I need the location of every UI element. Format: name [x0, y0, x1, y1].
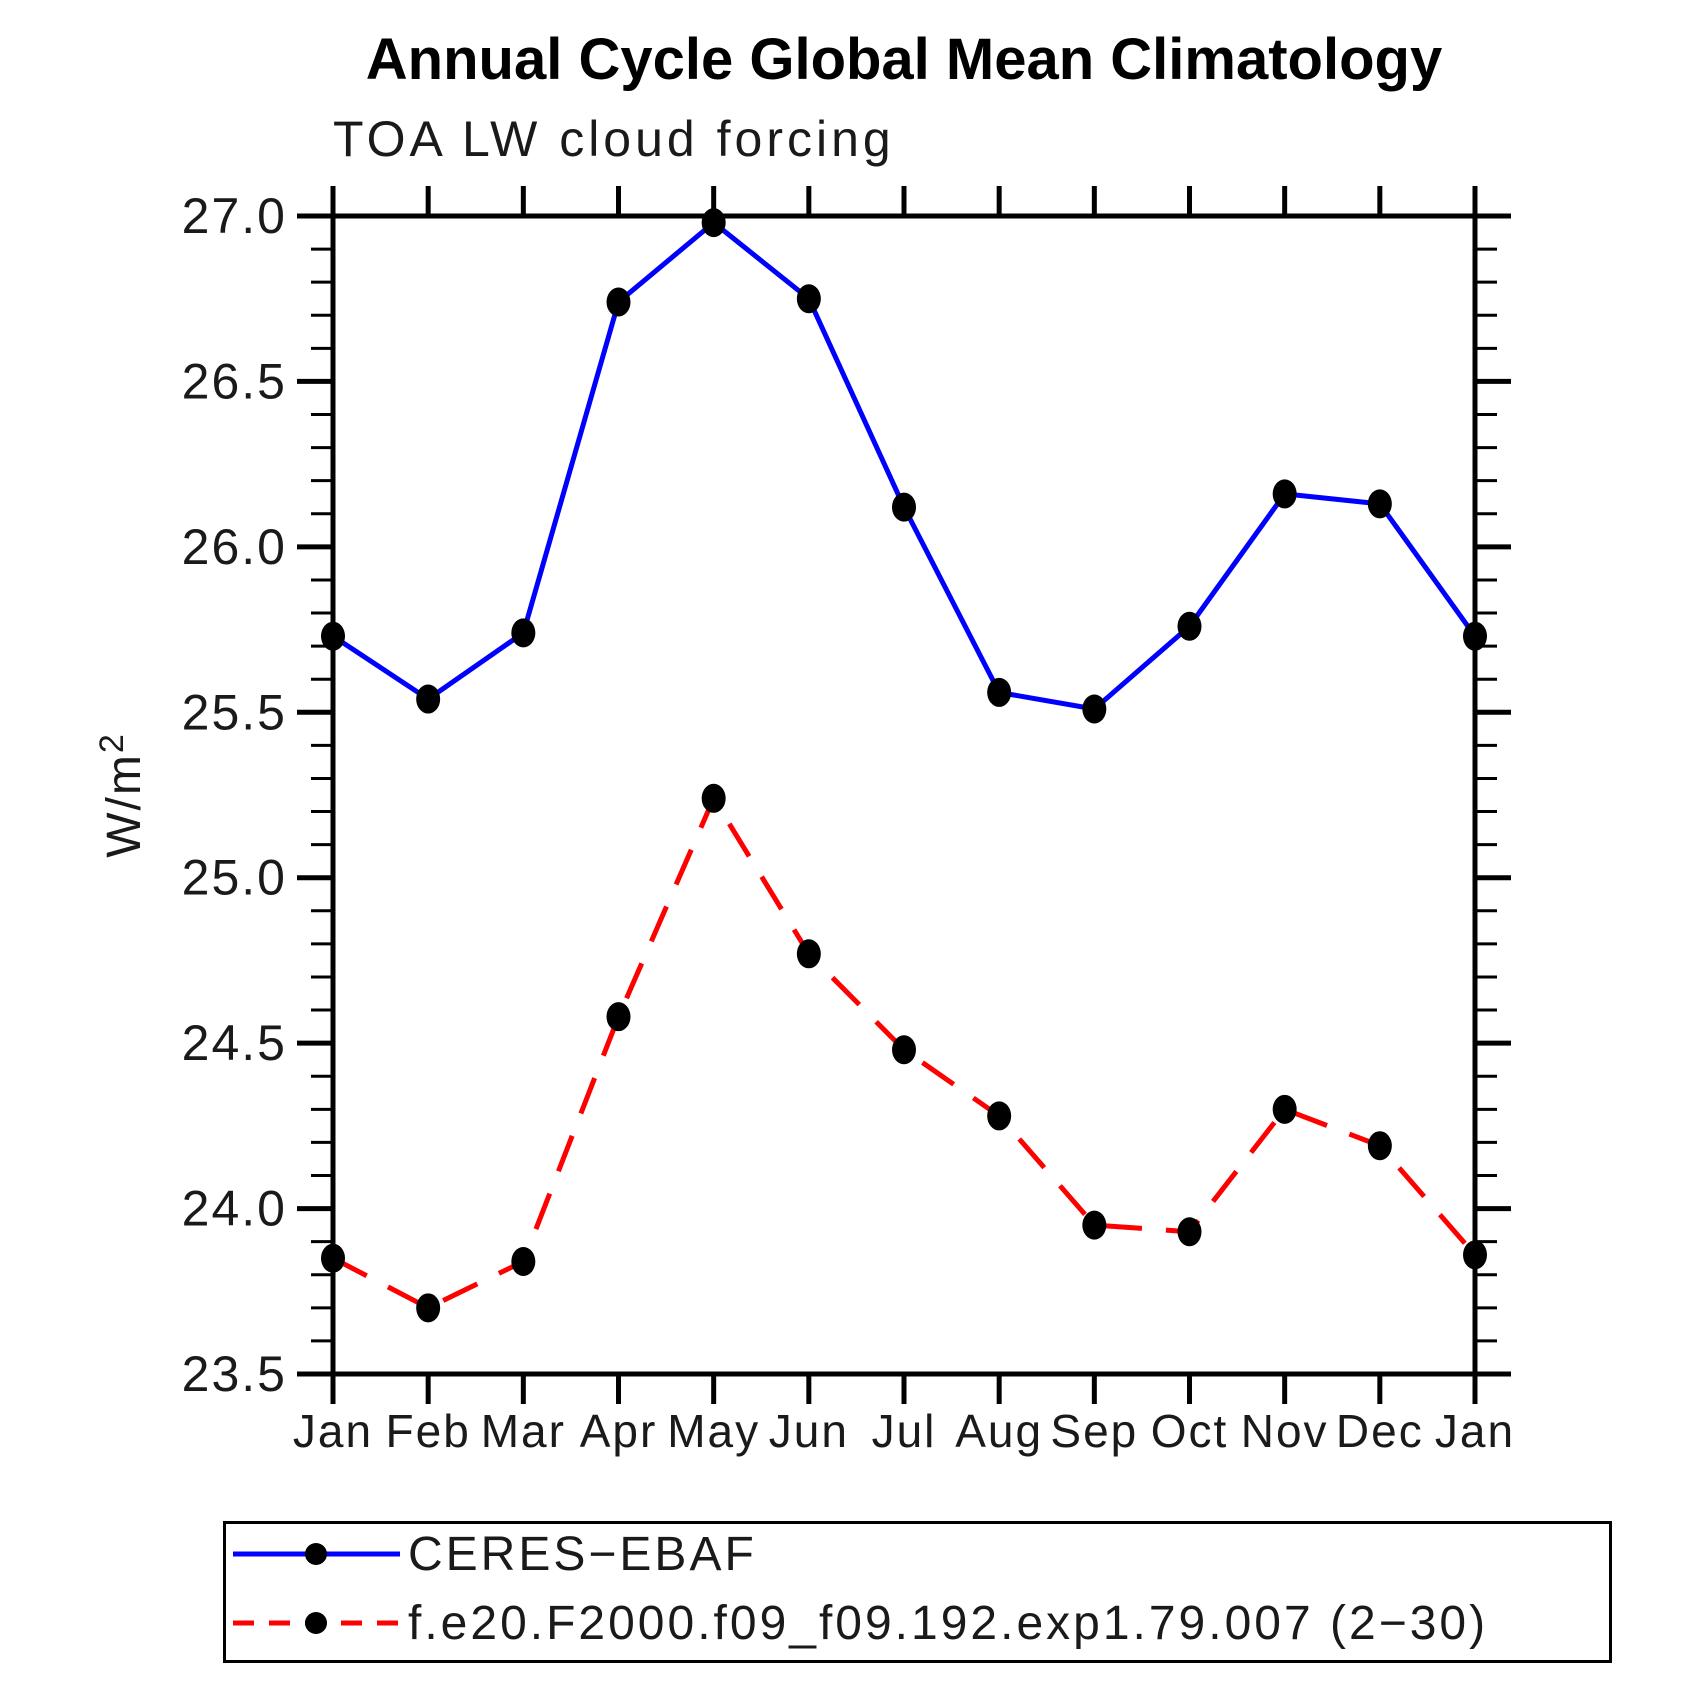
x-tick-label: Jan	[1435, 1405, 1515, 1457]
x-tick-label: Sep	[1050, 1405, 1138, 1457]
data-point-marker	[1082, 1210, 1107, 1240]
y-tick-label: 25.5	[182, 684, 287, 740]
data-point-marker	[892, 1035, 916, 1065]
data-point-marker	[321, 1243, 345, 1273]
data-point-marker	[1082, 694, 1107, 724]
data-point-marker	[1177, 611, 1202, 641]
x-tick-label: Oct	[1151, 1405, 1229, 1457]
x-tick-label: Apr	[580, 1405, 658, 1457]
x-tick-label: Jul	[872, 1405, 937, 1457]
legend-box: CERES−EBAF f.e20.F2000.f09_f09.192.exp1.7…	[223, 1521, 1612, 1663]
data-point-marker	[987, 1101, 1012, 1131]
data-point-marker	[1463, 621, 1487, 651]
y-tick-label: 24.5	[182, 1015, 287, 1071]
data-point-marker	[987, 677, 1012, 707]
legend-row: CERES−EBAF	[226, 1524, 757, 1584]
data-point-marker	[796, 939, 821, 969]
data-point-marker	[1463, 1240, 1487, 1270]
legend-swatch-dashed-line-icon	[233, 1612, 400, 1634]
legend-row: f.e20.F2000.f09_f09.192.exp1.79.007 (2−3…	[226, 1593, 1488, 1653]
x-tick-label: Dec	[1336, 1405, 1424, 1457]
x-tick-label: Aug	[955, 1405, 1043, 1457]
y-tick-label: 27.0	[182, 188, 287, 244]
data-point-marker	[1367, 1131, 1392, 1161]
data-point-marker	[511, 618, 536, 648]
y-tick-label: 24.0	[182, 1181, 287, 1237]
series-line-ceres-ebaf	[331, 220, 1478, 712]
legend-marker-icon	[305, 1612, 327, 1634]
data-point-marker	[1177, 1217, 1202, 1247]
data-point-marker	[701, 783, 726, 813]
data-point-marker	[606, 1002, 631, 1032]
y-tick-label: 23.5	[182, 1346, 287, 1402]
y-tick-label: 26.0	[182, 519, 287, 575]
plot-frame	[330, 213, 1478, 1377]
legend-label: f.e20.F2000.f09_f09.192.exp1.79.007 (2−3…	[408, 1596, 1489, 1650]
data-point-marker	[1272, 479, 1297, 509]
data-point-marker	[321, 621, 345, 651]
x-tick-label: Jan	[293, 1405, 373, 1457]
chart-title: Annual Cycle Global Mean Climatology	[365, 27, 1443, 92]
data-point-marker	[701, 208, 726, 238]
x-tick-label: May	[667, 1405, 760, 1457]
x-tick-label: Nov	[1241, 1405, 1329, 1457]
legend-label: CERES−EBAF	[408, 1527, 757, 1581]
legend-swatch-solid-line-icon	[233, 1543, 400, 1565]
data-point-marker	[511, 1247, 536, 1277]
data-point-marker	[1272, 1094, 1297, 1124]
y-tick-label: 25.0	[182, 850, 287, 906]
x-tick-label: Mar	[481, 1405, 566, 1457]
legend-marker-icon	[305, 1543, 327, 1565]
y-tick-label: 26.5	[182, 353, 287, 409]
x-tick-label: Jun	[769, 1405, 849, 1457]
x-tick-label: Feb	[386, 1405, 471, 1457]
data-point-marker	[606, 287, 631, 317]
chart-subtitle: TOA LW cloud forcing	[333, 111, 895, 167]
data-point-marker	[416, 1293, 441, 1323]
data-point-marker	[1367, 489, 1392, 519]
data-point-marker	[796, 284, 821, 314]
data-point-marker	[892, 492, 916, 522]
data-point-marker	[416, 684, 441, 714]
